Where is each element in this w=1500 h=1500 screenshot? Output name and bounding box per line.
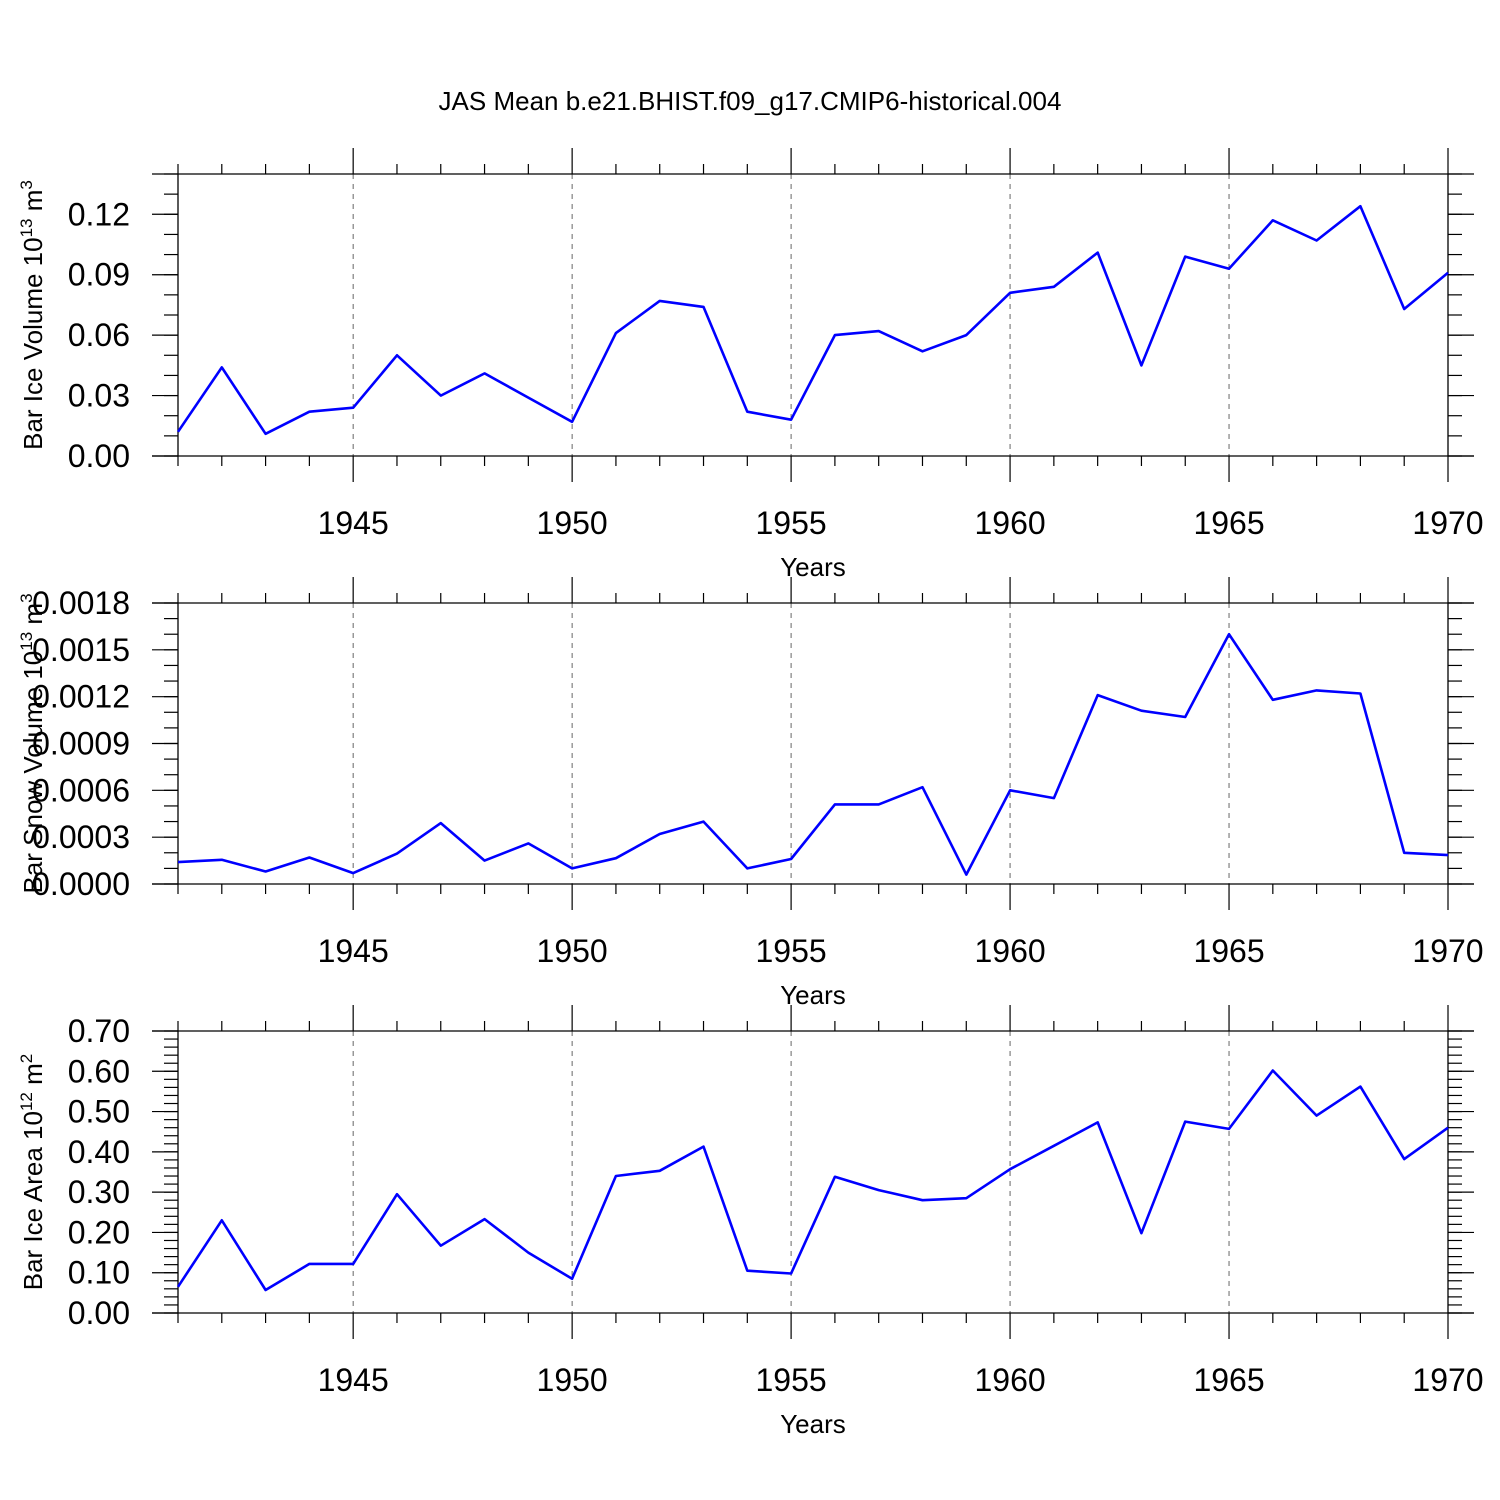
ice-area-ytick-label-5: 0.50 (68, 1094, 130, 1130)
ice-volume-panel: 1945 1950 1955 1960 1965 1970 Years 0.00 0.03 0.0… (17, 148, 1484, 582)
ice-area-x-axis-title: Years (780, 1409, 846, 1439)
snow-volume-ytick-label-3: 0.0009 (32, 726, 130, 762)
ice-volume-ytick-label-2: 0.06 (68, 317, 130, 353)
snow-volume-panel: 1945 1950 1955 1960 1965 1970 Years 0.0000 0.000… (17, 577, 1484, 1010)
ice-area-y-axis-title: Bar Ice Area 1012 m2 (17, 1054, 48, 1291)
ice-area-xtick-label-1945: 1945 (318, 1362, 389, 1398)
snow-volume-xtick-label-1960: 1960 (974, 933, 1045, 969)
snow-volume-ytick-label-5: 0.0015 (32, 632, 130, 668)
snow-volume-ytick-label-4: 0.0012 (32, 679, 130, 715)
ice-area-ytick-label-7: 0.70 (68, 1013, 130, 1049)
ice-volume-xtick-label-1970: 1970 (1412, 505, 1483, 541)
ice-volume-ytick-label-1: 0.03 (68, 378, 130, 414)
ice-volume-x-axis-title: Years (780, 552, 846, 582)
snow-volume-xtick-label-1945: 1945 (318, 933, 389, 969)
snow-volume-xtick-label-1955: 1955 (756, 933, 827, 969)
ice-volume-xtick-label-1950: 1950 (537, 505, 608, 541)
snow-volume-xtick-label-1950: 1950 (537, 933, 608, 969)
ice-area-ytick-label-2: 0.20 (68, 1214, 130, 1250)
ice-volume-ytick-label-3: 0.09 (68, 257, 130, 293)
ice-volume-xtick-label-1945: 1945 (318, 505, 389, 541)
ice-volume-series-line (176, 204, 1449, 436)
snow-volume-xtick-label-1970: 1970 (1412, 933, 1483, 969)
snow-volume-xtick-label-1965: 1965 (1193, 933, 1264, 969)
ice-area-xtick-label-1970: 1970 (1412, 1362, 1483, 1398)
snow-volume-x-axis-title: Years (780, 980, 846, 1010)
ice-area-ytick-label-1: 0.10 (68, 1255, 130, 1291)
snow-volume-ytick-label-1: 0.0003 (32, 819, 130, 855)
snow-volume-y-axis-title: Bar Snow Volume 1013 m3 (17, 593, 48, 893)
ice-volume-ytick-label-4: 0.12 (68, 196, 130, 232)
ice-area-ytick-label-0: 0.00 (68, 1295, 130, 1331)
snow-volume-ytick-label-0: 0.0000 (32, 866, 130, 902)
snow-volume-ytick-label-2: 0.0006 (32, 772, 130, 808)
ice-area-xtick-label-1950: 1950 (537, 1362, 608, 1398)
ice-volume-xtick-label-1965: 1965 (1193, 505, 1264, 541)
ice-area-xtick-label-1955: 1955 (756, 1362, 827, 1398)
ice-area-xtick-label-1965: 1965 (1193, 1362, 1264, 1398)
snow-volume-series-line (177, 632, 1449, 876)
ice-volume-xtick-label-1960: 1960 (974, 505, 1045, 541)
chart-title: JAS Mean b.e21.BHIST.f09_g17.CMIP6-histo… (439, 86, 1062, 116)
ice-volume-xtick-label-1955: 1955 (756, 505, 827, 541)
ice-area-series-line (176, 1069, 1449, 1292)
ice-area-xtick-label-1960: 1960 (974, 1362, 1045, 1398)
ice-volume-ytick-label-0: 0.00 (68, 438, 130, 474)
snow-volume-ytick-label-6: 0.0018 (32, 585, 130, 621)
ice-area-ytick-label-3: 0.30 (68, 1174, 130, 1210)
ice-area-panel: 1945 1950 1955 1960 1965 1970 Years 0.00 0.10 0.2… (17, 1005, 1484, 1439)
ice-area-ytick-label-6: 0.60 (68, 1053, 130, 1089)
ice-volume-y-axis-title: Bar Ice Volume 1013 m3 (17, 180, 48, 450)
ice-area-ytick-label-4: 0.40 (68, 1134, 130, 1170)
